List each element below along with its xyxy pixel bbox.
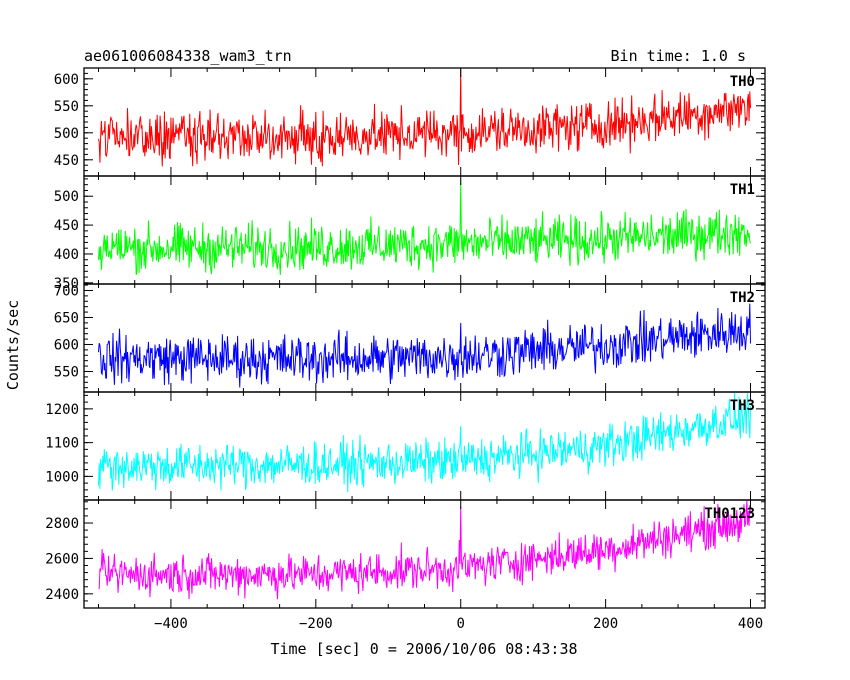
- y-tick-label: 1100: [45, 436, 79, 452]
- x-tick-label: −400: [154, 616, 188, 632]
- x-tick-label: 0: [457, 616, 465, 632]
- y-tick-label: 2800: [45, 516, 79, 532]
- series-th0-line: [98, 68, 752, 167]
- y-tick-label: 500: [54, 189, 79, 205]
- y-axis-label: Counts/sec: [4, 300, 22, 390]
- y-tick-label: 600: [54, 72, 79, 88]
- panel-th3: 1000 1100 1200 TH3: [45, 391, 766, 501]
- y-tick-label: 650: [54, 310, 79, 326]
- series-th0123-line: [98, 500, 752, 600]
- bin-time-label: Bin time: 1.0 s: [611, 47, 746, 65]
- y-tick-label: 350: [54, 276, 79, 292]
- y-tick-label: 1200: [45, 402, 79, 418]
- y-tick-label: 500: [54, 126, 79, 142]
- x-axis: −400 −200 0 200 400: [154, 616, 763, 632]
- panel-label: TH2: [730, 290, 755, 306]
- y-tick-label: 400: [54, 247, 79, 263]
- y-tick-label: 450: [54, 153, 79, 169]
- y-tick-label: 2600: [45, 551, 79, 567]
- series-th1-line: [97, 178, 751, 276]
- y-tick-label: 2400: [45, 587, 79, 603]
- panel-label: TH1: [730, 182, 755, 198]
- panel-label: TH0: [730, 74, 755, 90]
- y-tick-label: 450: [54, 218, 79, 234]
- y-tick-label: 600: [54, 337, 79, 353]
- panel-th1: 350 400 450 500 TH1: [54, 175, 766, 292]
- y-tick-label: 550: [54, 99, 79, 115]
- y-tick-label: 550: [54, 364, 79, 380]
- x-axis-label: Time [sec] 0 = 2006/10/06 08:43:38: [270, 640, 577, 658]
- panel-frame: [83, 283, 766, 393]
- panel-th2: 550 600 650 700 TH2: [54, 283, 766, 393]
- y-tick-label: 700: [54, 283, 79, 299]
- x-tick-label: −200: [299, 616, 333, 632]
- panel-th0: 450 500 550 600 TH0: [54, 67, 766, 177]
- series-th2-line: [97, 303, 752, 388]
- panels-group: 450 500 550 600 TH0 350 400 450 500 TH1 550 600 650 7…: [45, 67, 766, 609]
- chart-title: ae061006084338_wam3_trn: [84, 47, 292, 65]
- panel-label: TH0123: [704, 506, 755, 522]
- panel-th0123: 2400 2600 2800 TH0123: [45, 499, 766, 609]
- series-th3-line: [97, 392, 752, 493]
- x-tick-label: 200: [593, 616, 618, 632]
- x-tick-label: 400: [738, 616, 763, 632]
- panel-label: TH3: [730, 398, 755, 414]
- y-tick-label: 1000: [45, 469, 79, 485]
